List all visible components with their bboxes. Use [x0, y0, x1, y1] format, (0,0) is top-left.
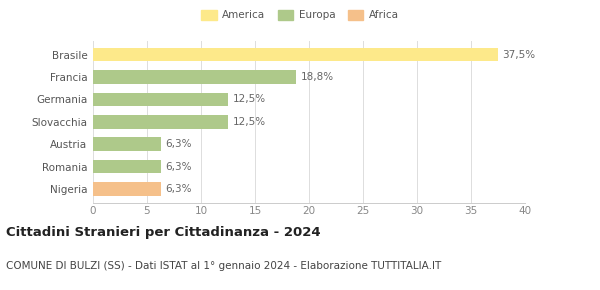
Text: 6,3%: 6,3%: [166, 139, 192, 149]
Bar: [93, 93, 228, 106]
Text: Cittadini Stranieri per Cittadinanza - 2024: Cittadini Stranieri per Cittadinanza - 2…: [6, 226, 320, 239]
Bar: [93, 182, 161, 196]
Bar: [93, 115, 228, 128]
Bar: [93, 137, 161, 151]
Text: 6,3%: 6,3%: [166, 162, 192, 172]
Bar: [93, 160, 161, 173]
Text: 12,5%: 12,5%: [232, 117, 265, 127]
Text: 6,3%: 6,3%: [166, 184, 192, 194]
Text: COMUNE DI BULZI (SS) - Dati ISTAT al 1° gennaio 2024 - Elaborazione TUTTITALIA.I: COMUNE DI BULZI (SS) - Dati ISTAT al 1° …: [6, 261, 441, 271]
Bar: [93, 70, 296, 84]
Text: 37,5%: 37,5%: [502, 50, 535, 60]
Text: 12,5%: 12,5%: [232, 95, 265, 104]
Bar: [93, 48, 498, 61]
Text: 18,8%: 18,8%: [301, 72, 334, 82]
Legend: America, Europa, Africa: America, Europa, Africa: [199, 8, 401, 23]
